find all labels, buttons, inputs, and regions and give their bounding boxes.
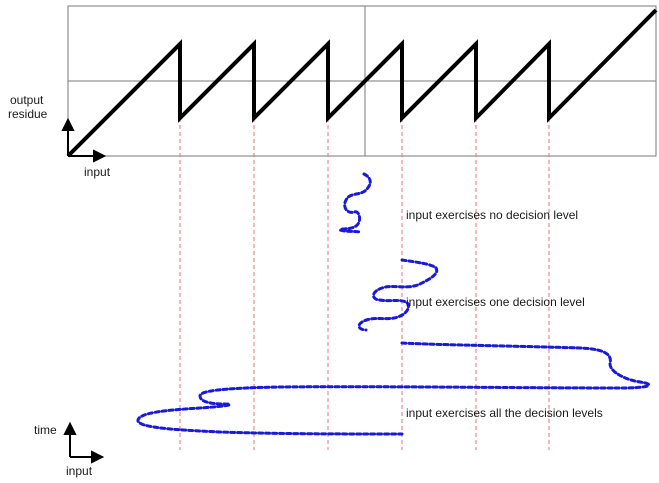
bottom-y-axis-arrowhead	[63, 421, 77, 435]
top-axes-arrows	[61, 117, 107, 163]
top-x-label-input: input	[84, 165, 111, 179]
residue-sawtooth-curve	[66, 8, 658, 158]
decision-level-lines	[179, 118, 550, 450]
bottom-axes-arrows	[63, 421, 105, 464]
top-y-label-residue: residue	[8, 107, 48, 121]
top-x-axis-arrowhead	[93, 149, 107, 163]
input-traces	[136, 172, 651, 436]
annotation-all-decision-levels: input exercises all the decision levels	[406, 406, 603, 420]
trace-one-decision-level	[357, 258, 439, 332]
trace-all-decision-levels	[136, 341, 651, 436]
annotation-no-decision-level: input exercises no decision level	[406, 208, 578, 222]
annotation-one-decision-level: input exercises one decision level	[406, 295, 585, 309]
bottom-x-label-input: input	[66, 464, 93, 478]
trace-no-decision-level	[338, 172, 372, 234]
bottom-y-label-time: time	[34, 423, 57, 437]
bottom-x-axis-arrowhead	[91, 450, 105, 464]
top-y-axis-arrowhead	[61, 117, 75, 131]
top-y-label-output: output	[10, 93, 44, 107]
